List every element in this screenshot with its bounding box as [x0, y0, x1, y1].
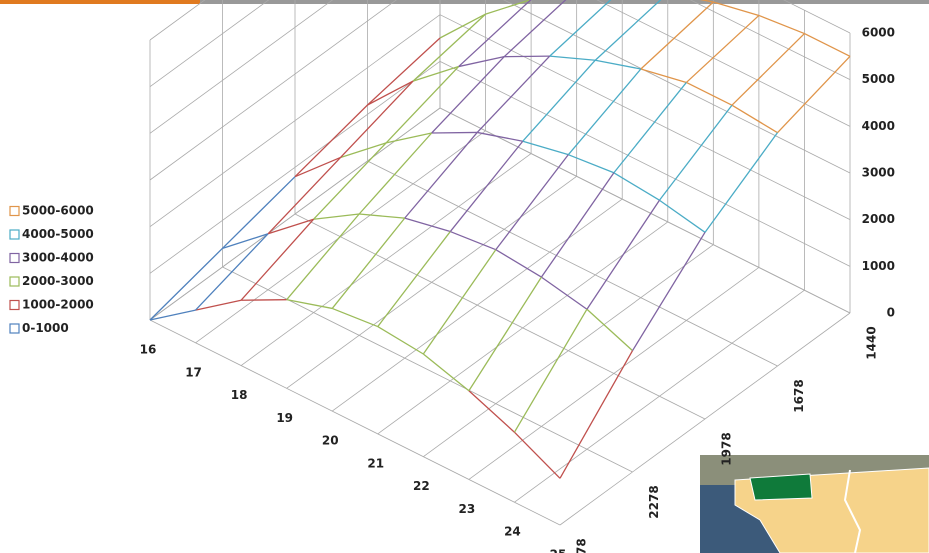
- legend-label: 1000-2000: [22, 298, 94, 312]
- surface-segment: [541, 173, 614, 277]
- legend-label: 5000-6000: [22, 204, 94, 218]
- surface-segment: [659, 200, 705, 232]
- depth-tick-label: 1678: [792, 379, 806, 412]
- legend-swatch: [10, 301, 19, 310]
- floor-line: [368, 161, 778, 366]
- surface-segment: [560, 351, 633, 479]
- surface-segment: [496, 155, 568, 250]
- surface-segment: [477, 132, 523, 141]
- surface-segment: [477, 56, 550, 132]
- surface-segment: [241, 300, 287, 301]
- z-tick-label: 2000: [862, 212, 895, 226]
- x-tick-label: 21: [367, 456, 384, 470]
- z-tick-label: 0: [887, 306, 895, 320]
- surface-segment: [314, 214, 360, 219]
- surface-segment: [541, 277, 587, 309]
- surface-segment: [432, 132, 478, 133]
- surface-segment: [450, 141, 523, 231]
- legend-label: 3000-4000: [22, 251, 94, 265]
- legend-swatch: [10, 230, 19, 239]
- x-tick-label: 23: [459, 502, 476, 516]
- surface-segment: [614, 173, 660, 200]
- legend-swatch: [10, 324, 19, 333]
- surface-segment: [659, 105, 732, 200]
- x-tick-label: 22: [413, 479, 430, 493]
- surface-segment: [469, 391, 515, 432]
- depth-tick-label: 1978: [720, 432, 734, 465]
- surface-segment: [413, 14, 486, 81]
- surface-segment: [405, 132, 478, 218]
- z-tick-label: 5000: [862, 72, 895, 86]
- surface-segment: [641, 2, 714, 69]
- surface-segment: [568, 69, 641, 155]
- surface-segment: [614, 82, 687, 172]
- legend-label: 2000-3000: [22, 274, 94, 288]
- depth-tick-label: 2278: [647, 485, 661, 518]
- surface-segment: [332, 308, 378, 326]
- surface: [150, 0, 850, 478]
- surface-segment: [804, 34, 850, 57]
- surface-segment: [150, 248, 223, 320]
- floor-line: [150, 320, 560, 525]
- x-tick-label: 25: [550, 548, 567, 553]
- legend-label: 0-1000: [22, 321, 69, 335]
- depth-tick-label: 1440: [865, 326, 879, 359]
- z-tick-label: 6000: [862, 26, 895, 40]
- surface-segment: [359, 133, 432, 214]
- surface-segment: [378, 232, 451, 327]
- surface-segment: [469, 277, 542, 391]
- surface-segment: [295, 157, 341, 176]
- surface-segment: [641, 69, 687, 82]
- legend-swatch: [10, 254, 19, 263]
- legend-swatch: [10, 277, 19, 286]
- surface-segment: [732, 34, 805, 106]
- surface-segment: [686, 15, 759, 82]
- x-tick-label: 24: [504, 525, 521, 539]
- x-tick-label: 16: [140, 343, 157, 357]
- surface-segment: [732, 105, 778, 132]
- grid: [150, 0, 850, 525]
- chart: 0 1000 2000 3000 4000 5000 6000 16 17 18 19 20 21 22 2…: [0, 0, 929, 553]
- surface-segment: [368, 38, 441, 105]
- depth-tick-label: 2578: [575, 538, 589, 553]
- surface-segment: [504, 56, 550, 57]
- top-accent: [0, 0, 200, 4]
- surface-segment: [423, 250, 496, 354]
- surface-segment: [196, 300, 242, 310]
- z-tick-label: 1000: [862, 259, 895, 273]
- surface-segment: [359, 214, 405, 218]
- surface-segment: [686, 82, 732, 105]
- z-tick-label: 4000: [862, 119, 895, 133]
- legend-label: 4000-5000: [22, 227, 94, 241]
- x-tick-label: 17: [185, 365, 202, 379]
- grid-line: [150, 0, 850, 40]
- surface-segment: [504, 0, 577, 57]
- surface-segment: [705, 133, 778, 233]
- surface-segment: [568, 155, 614, 173]
- surface-segment: [587, 309, 633, 350]
- x-tick-label: 18: [231, 388, 248, 402]
- surface-segment: [378, 327, 424, 354]
- surface-segment: [514, 432, 560, 478]
- surface-segment: [550, 56, 596, 60]
- surface-segment: [459, 57, 505, 67]
- x-tick-label: 19: [276, 411, 293, 425]
- surface-segment: [759, 15, 805, 33]
- map-inset: [700, 455, 929, 553]
- surface-segment: [713, 2, 759, 15]
- x-tick-label: 20: [322, 434, 339, 448]
- legend-swatch: [10, 207, 19, 216]
- floor-line: [440, 108, 850, 313]
- surface-segment: [514, 309, 587, 432]
- z-tick-label: 3000: [862, 166, 895, 180]
